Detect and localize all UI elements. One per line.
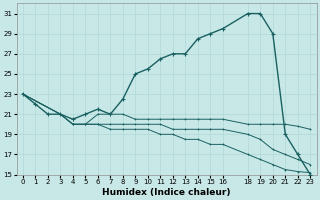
X-axis label: Humidex (Indice chaleur): Humidex (Indice chaleur)	[102, 188, 231, 197]
